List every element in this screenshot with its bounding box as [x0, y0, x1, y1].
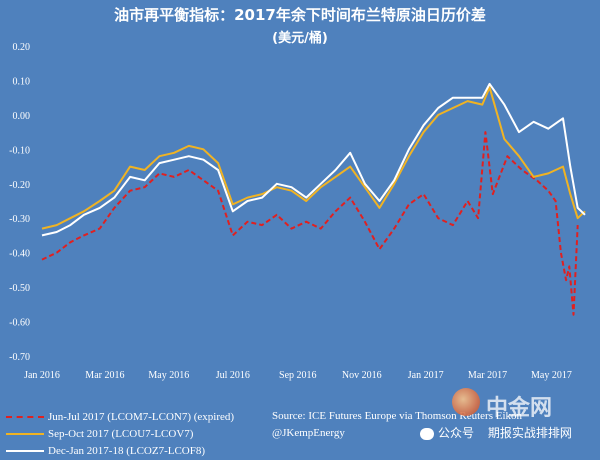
x-tick-label: Jan 2016 [24, 370, 60, 381]
x-tick-label: Sep 2016 [279, 370, 317, 381]
y-tick-label: 0.00 [13, 111, 31, 122]
y-tick-label: -0.50 [9, 283, 30, 294]
legend-item-dec-jan: Dec-Jan 2017-18 (LCOZ7-LCOF8) [6, 442, 276, 459]
x-tick-label: Jan 2017 [408, 370, 444, 381]
series-line-2 [41, 82, 586, 237]
wechat-account-name: 期报实战排排网 [487, 426, 572, 440]
y-tick-label: -0.20 [9, 180, 30, 191]
x-tick-label: Mar 2016 [85, 370, 124, 381]
series-line-0 [41, 131, 579, 316]
legend-label-jun-jul: Jun-Jul 2017 (LCOM7-LCON7) (expired) [48, 410, 235, 423]
x-tick-label: May 2017 [531, 370, 572, 381]
x-tick-label: Mar 2017 [468, 370, 507, 381]
chart-legend: Jun-Jul 2017 (LCOM7-LCON7) (expired) Sep… [6, 408, 276, 459]
legend-label-sep-oct: Sep-Oct 2017 (LCOU7-LCOV7) [48, 427, 194, 440]
y-tick-label: -0.40 [9, 249, 30, 260]
y-tick-label: -0.60 [9, 318, 30, 329]
legend-item-sep-oct: Sep-Oct 2017 (LCOU7-LCOV7) [6, 425, 276, 442]
chart-title-block: 油市再平衡指标：2017年余下时间布兰特原油日历价差 (美元/桶) [0, 4, 600, 46]
brand-logo-icon [452, 388, 480, 416]
chart-title: 油市再平衡指标：2017年余下时间布兰特原油日历价差 [114, 6, 486, 24]
legend-item-jun-jul: Jun-Jul 2017 (LCOM7-LCON7) (expired) [6, 408, 276, 425]
y-tick-label: 0.10 [13, 76, 31, 87]
series-line-1 [41, 86, 586, 230]
y-tick-label: -0.70 [9, 352, 30, 363]
x-tick-label: Jul 2016 [216, 370, 250, 381]
y-tick-label: 0.20 [13, 42, 31, 53]
y-tick-label: -0.30 [9, 214, 30, 225]
wechat-label: 公众号 [438, 426, 475, 440]
x-tick-label: Nov 2016 [342, 370, 382, 381]
x-tick-label: May 2016 [148, 370, 189, 381]
legend-swatch-red-dashed [6, 415, 44, 418]
wechat-icon [420, 427, 434, 440]
watermark-wechat: 公众号 期报实战排排网 [420, 424, 572, 441]
legend-swatch-orange [6, 432, 44, 435]
y-tick-label: -0.10 [9, 145, 30, 156]
watermark-brand: 中金网 [486, 396, 553, 421]
legend-label-dec-jan: Dec-Jan 2017-18 (LCOZ7-LCOF8) [48, 444, 206, 457]
legend-swatch-white [6, 449, 44, 452]
author-handle: @JKempEnergy [272, 427, 345, 439]
watermark: 中金网 公众号 期报实战排排网 [420, 384, 600, 460]
chart-subtitle: (美元/桶) [272, 31, 328, 46]
